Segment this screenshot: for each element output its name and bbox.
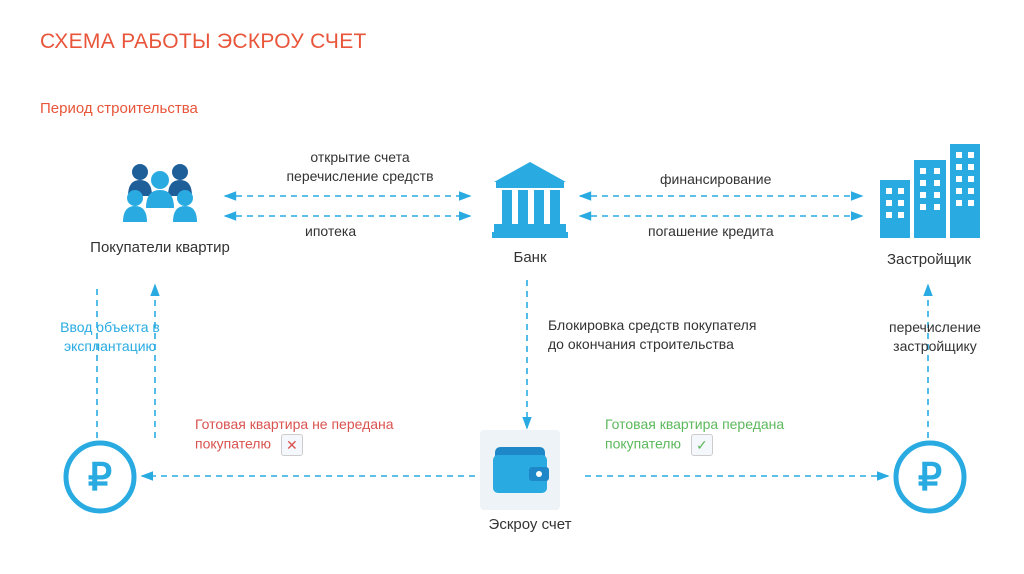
node-bank: Банк — [480, 160, 580, 266]
node-developer: Застройщик — [864, 140, 994, 268]
svg-text:₽: ₽ — [918, 457, 942, 499]
node-ruble-right: ₽ — [890, 440, 970, 519]
node-escrow: Эскроу счет — [480, 430, 580, 533]
label-not-delivered: Готовая квартира не передана покупателю … — [195, 415, 455, 456]
page-title: СХЕМА РАБОТЫ ЭСКРОУ СЧЕТ — [40, 30, 367, 54]
node-developer-label: Застройщик — [864, 251, 994, 268]
label-transfer-dev: перечисление застройщику — [870, 318, 1000, 356]
people-group-icon — [115, 158, 205, 228]
label-delivered: Готовая квартира передана покупателю ✓ — [605, 415, 855, 456]
check-icon: ✓ — [691, 434, 713, 456]
bank-icon — [490, 160, 570, 238]
node-bank-label: Банк — [480, 249, 580, 266]
page-subtitle: Период строительства — [40, 100, 198, 117]
label-commissioning: Ввод объекта в эксплантацию — [35, 318, 185, 356]
svg-text:₽: ₽ — [88, 457, 112, 499]
ruble-icon: ₽ — [63, 440, 137, 514]
cross-icon: ✕ — [281, 434, 303, 456]
ruble-icon: ₽ — [893, 440, 967, 514]
buildings-icon — [874, 140, 984, 240]
label-block-funds: Блокировка средств покупателя до окончан… — [548, 316, 808, 354]
node-ruble-left: ₽ — [60, 440, 140, 519]
label-loan-repay: погашение кредита — [648, 222, 774, 241]
label-mortgage: ипотека — [305, 222, 356, 241]
node-escrow-label: Эскроу счет — [480, 516, 580, 533]
wallet-icon — [489, 443, 551, 497]
label-open-account: открытие счета перечисление средств — [260, 148, 460, 186]
label-financing: финансирование — [660, 170, 771, 189]
wallet-bg — [480, 430, 560, 510]
node-buyers: Покупатели квартир — [90, 158, 230, 256]
node-buyers-label: Покупатели квартир — [90, 239, 230, 256]
